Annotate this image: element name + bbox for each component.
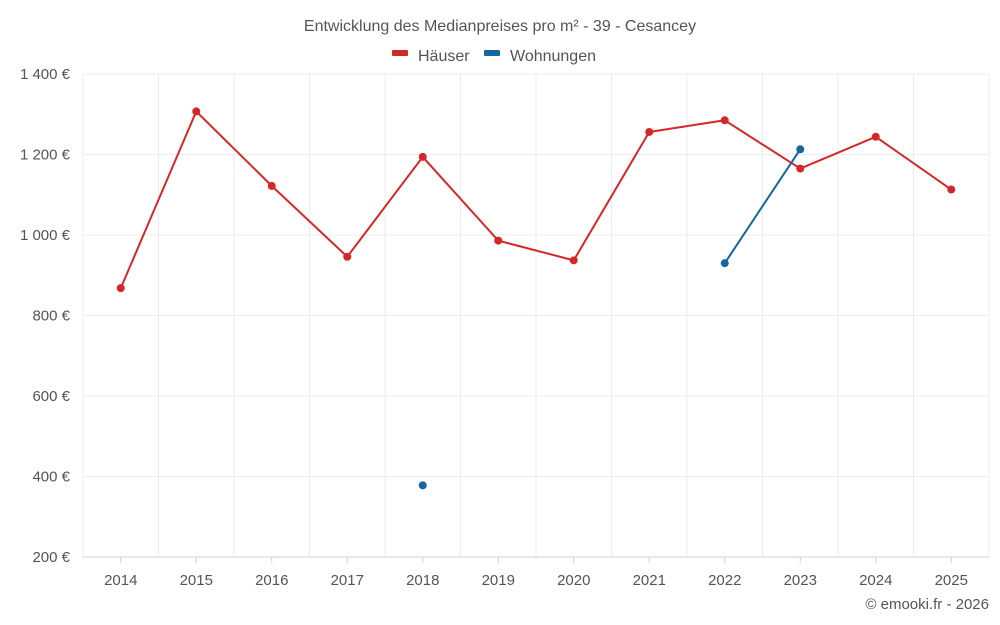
legend-label-wohnungen: Wohnungen [510, 48, 596, 65]
x-axis-ticks: 2014 2015 2016 2017 2018 2019 2020 2021 2022 2023… [104, 557, 968, 589]
y-tick-label: 800 € [32, 308, 70, 325]
y-tick-label: 1 000 € [20, 227, 71, 244]
data-point-haeuser[interactable] [494, 236, 503, 245]
data-point-wohnungen[interactable] [720, 259, 729, 268]
legend-item-wohnungen[interactable]: Wohnungen [484, 48, 596, 65]
data-point-haeuser[interactable] [796, 164, 805, 173]
x-tick-label: 2020 [557, 572, 590, 589]
y-tick-label: 400 € [32, 469, 70, 486]
series-line-haeuser [874, 135, 953, 191]
y-tick-label: 600 € [32, 388, 70, 405]
series-line-haeuser [648, 119, 726, 133]
x-tick-label: 2017 [331, 572, 364, 589]
grid [82, 73, 990, 558]
legend-swatch-wohnungen [484, 50, 500, 56]
series-line-haeuser [421, 155, 500, 242]
series-line-haeuser [799, 135, 877, 170]
legend-label-haeuser: Häuser [418, 48, 470, 65]
data-point-haeuser[interactable] [267, 181, 276, 190]
y-tick-label: 1 200 € [20, 147, 71, 164]
data-point-haeuser[interactable] [192, 107, 201, 116]
data-point-haeuser[interactable] [871, 132, 880, 141]
data-point-haeuser[interactable] [418, 152, 427, 161]
data-point-haeuser[interactable] [343, 252, 352, 261]
legend-swatch-haeuser [392, 50, 408, 56]
x-tick-label: 2025 [935, 572, 968, 589]
x-tick-label: 2023 [784, 572, 817, 589]
x-tick-label: 2021 [633, 572, 666, 589]
x-tick-label: 2015 [180, 572, 213, 589]
data-point-wohnungen[interactable] [796, 145, 805, 154]
series-line-haeuser [723, 119, 802, 170]
series-line-wohnungen [723, 148, 802, 265]
x-tick-label: 2016 [255, 572, 288, 589]
credit-text: © emooki.fr - 2026 [865, 596, 989, 613]
x-tick-label: 2019 [482, 572, 515, 589]
data-point-haeuser[interactable] [569, 256, 578, 265]
legend[interactable]: Häuser Wohnungen [392, 48, 596, 65]
data-point-haeuser[interactable] [947, 185, 956, 194]
data-point-haeuser[interactable] [116, 284, 125, 293]
data-point-wohnungen[interactable] [418, 481, 427, 490]
x-tick-label: 2014 [104, 572, 137, 589]
series-line-haeuser [572, 130, 651, 262]
data-point-haeuser[interactable] [645, 127, 654, 136]
series-line-haeuser [119, 110, 198, 290]
legend-item-haeuser[interactable]: Häuser [392, 48, 470, 65]
series-line-haeuser [497, 239, 575, 262]
series-line-haeuser [346, 155, 424, 258]
chart-title: Entwicklung des Medianpreises pro m² - 3… [304, 18, 696, 35]
series-line-haeuser [195, 110, 273, 187]
series-line-haeuser [270, 184, 349, 258]
x-tick-label: 2022 [708, 572, 741, 589]
y-tick-label: 200 € [32, 549, 70, 566]
y-axis-ticks: 200 € 400 € 600 € 800 € 1 000 € 1 200 € 1 400 … [20, 66, 71, 566]
x-tick-label: 2024 [859, 572, 892, 589]
y-tick-label: 1 400 € [20, 66, 71, 83]
series [116, 107, 956, 490]
data-point-haeuser[interactable] [720, 116, 729, 125]
x-tick-label: 2018 [406, 572, 439, 589]
